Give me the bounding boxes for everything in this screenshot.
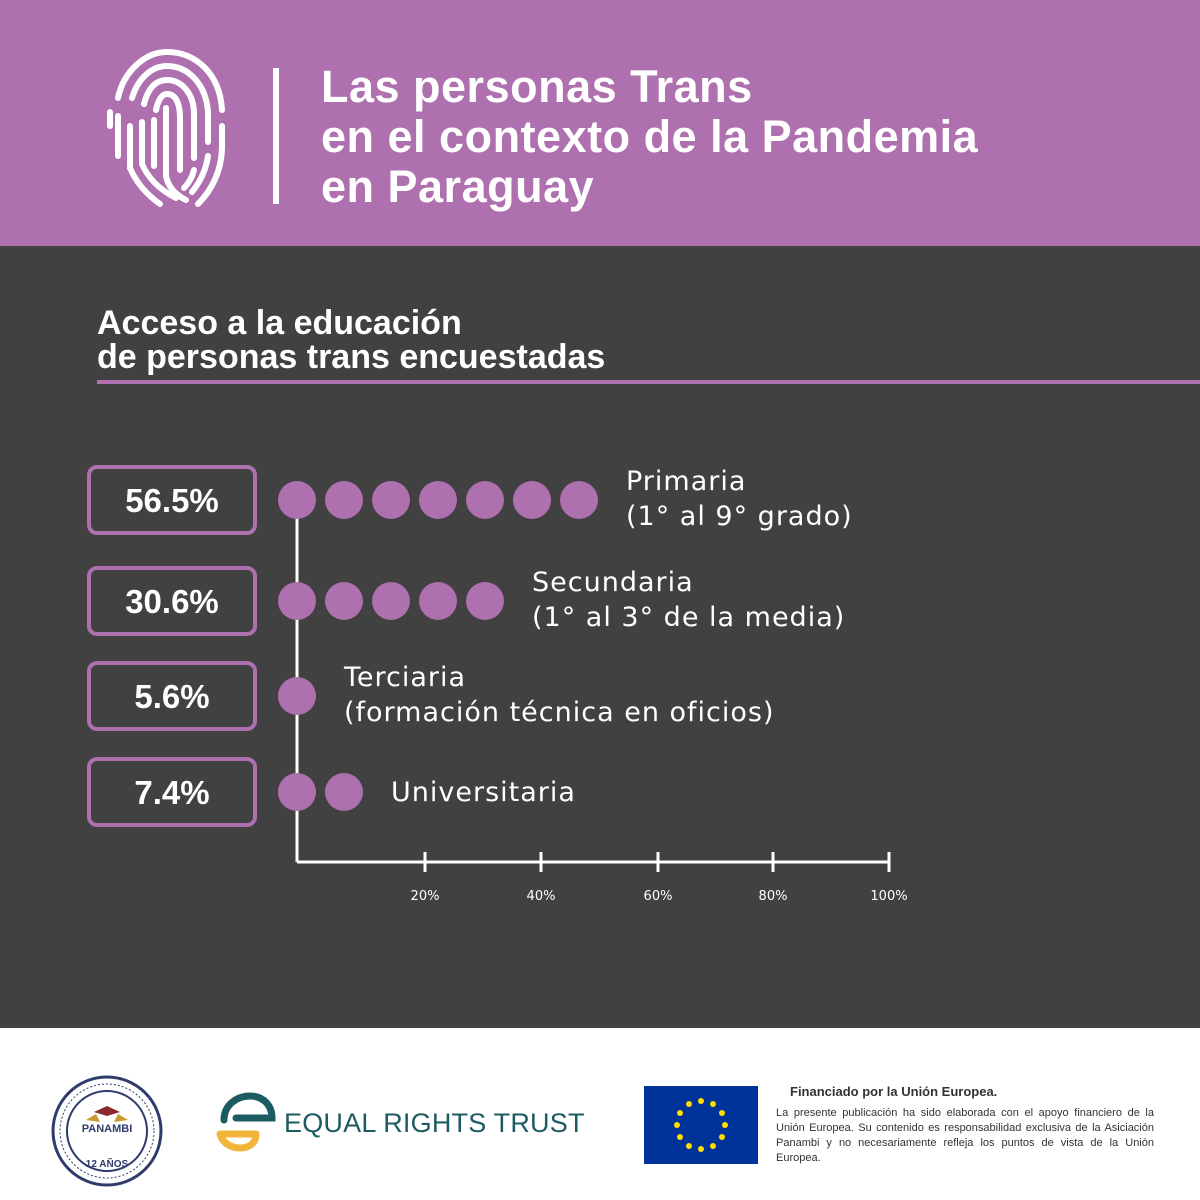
- eu-flag-logo: [644, 1086, 758, 1164]
- data-dot: [325, 481, 363, 519]
- category-label: (formación técnica en oficios): [344, 697, 775, 728]
- data-dot: [466, 582, 504, 620]
- data-dot: [278, 677, 316, 715]
- fingerprint-icon: [107, 48, 225, 207]
- title-line: en Paraguay: [321, 161, 595, 212]
- title-underline: [97, 380, 1200, 384]
- data-dot: [372, 582, 410, 620]
- data-dot: [278, 481, 316, 519]
- chart-title: Acceso a la educación de personas trans …: [97, 306, 605, 374]
- equal-rights-trust-name: EQUAL RIGHTS TRUST: [284, 1108, 585, 1138]
- title-divider: [273, 68, 279, 204]
- footer-logos: PANAMBI 12 AÑOS EQUAL RIGHTS TRUST Finan…: [0, 1028, 1200, 1200]
- data-dot: [278, 582, 316, 620]
- category-label: Secundaria: [532, 567, 694, 598]
- eu-disclaimer: La presente publicación ha sido elaborad…: [776, 1107, 1154, 1164]
- chart-title-line: Acceso a la educación: [97, 304, 462, 342]
- value-box: [87, 661, 257, 731]
- x-tick-label: 80%: [759, 889, 788, 904]
- chart-title-line: de personas trans encuestadas: [97, 338, 606, 376]
- data-dot: [372, 481, 410, 519]
- title-line: Las personas Trans: [321, 61, 753, 112]
- value-box: [87, 757, 257, 827]
- value-label: 30.6%: [125, 583, 219, 620]
- value-label: 56.5%: [125, 482, 219, 519]
- category-label: Primaria: [626, 466, 746, 497]
- data-dot: [325, 773, 363, 811]
- data-dot: [560, 481, 598, 519]
- eu-funding-title: Financiado por la Unión Europea.: [790, 1084, 998, 1099]
- value-box: [87, 566, 257, 636]
- category-label: (1° al 9° grado): [626, 501, 853, 532]
- data-dot: [325, 582, 363, 620]
- category-label: Universitaria: [391, 777, 576, 808]
- value-label: 7.4%: [134, 774, 209, 811]
- x-tick-label: 40%: [527, 889, 556, 904]
- panambi-seal-logo: [51, 1075, 163, 1187]
- value-box: [87, 465, 257, 535]
- data-dot: [278, 773, 316, 811]
- data-dot: [419, 481, 457, 519]
- category-label: (1° al 3° de la media): [532, 602, 845, 633]
- panambi-name: PANAMBI: [81, 1123, 133, 1135]
- chart-panel: Acceso a la educación de personas trans …: [0, 246, 1200, 1028]
- equal-rights-trust-logo: [216, 1092, 276, 1152]
- x-tick-label: 60%: [644, 889, 673, 904]
- page-title: Las personas Trans en el contexto de la …: [321, 62, 978, 212]
- data-dot: [466, 481, 504, 519]
- data-dot: [513, 481, 551, 519]
- title-line: en el contexto de la Pandemia: [321, 111, 979, 162]
- category-label: Terciaria: [343, 662, 466, 693]
- dot-chart: 20% 40% 60% 80% 100% 56.5% Primaria (1° al 9° g…: [87, 465, 908, 904]
- x-tick-label: 100%: [870, 889, 907, 904]
- data-dot: [419, 582, 457, 620]
- x-tick-label: 20%: [411, 889, 440, 904]
- header-banner: Las personas Trans en el contexto de la …: [0, 0, 1200, 246]
- panambi-years: 12 AÑOS: [85, 1159, 129, 1170]
- value-label: 5.6%: [134, 678, 209, 715]
